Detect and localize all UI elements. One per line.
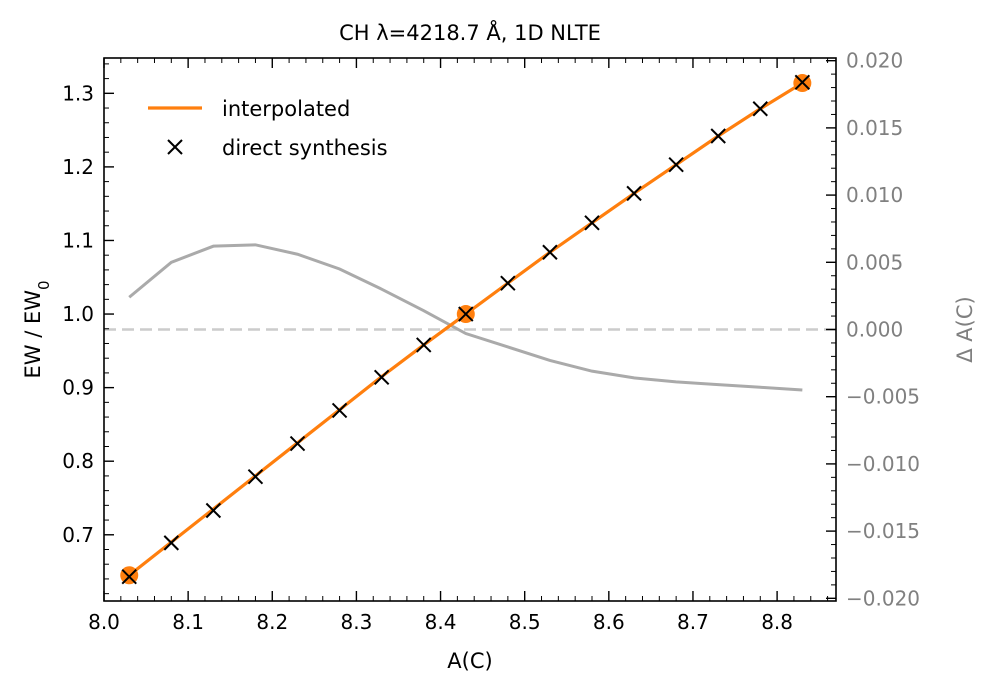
marker-stroke [331,402,348,419]
y2-tick-label: 0.000 [846,318,903,342]
direct-synthesis-marker [584,215,600,231]
marker-stroke [458,306,474,322]
y2-tick-label: 0.015 [846,116,903,140]
marker-stroke [710,128,726,144]
x-tick-label: 8.4 [425,610,457,634]
direct-synthesis-marker [121,569,137,585]
y2-axis-title: Δ A(C) [953,296,977,362]
marker-stroke [584,215,600,231]
legend-swatch-direct [167,139,183,155]
direct-synthesis-marker [205,502,222,519]
marker-stroke [121,569,137,585]
direct-synthesis-marker [458,306,474,322]
x-tick-label: 8.2 [256,610,288,634]
y2-tick-label: −0.005 [846,385,920,409]
y-tick-label: 0.9 [62,376,94,400]
marker-stroke [247,468,264,485]
y-tick-label: 0.7 [62,523,94,547]
direct-synthesis-marker [416,337,432,353]
marker-stroke [794,74,811,90]
x-axis-title: A(C) [447,649,492,673]
marker-stroke [626,185,642,202]
direct-synthesis-marker [710,128,726,144]
direct-synthesis-marker [247,468,264,485]
direct-synthesis-marker [668,156,684,173]
legend-label-interpolated: interpolated [222,97,350,121]
marker-stroke [500,275,516,291]
y-axis-title-text: EW / EW [21,290,45,379]
marker-stroke [163,535,180,551]
y-tick-label: 1.1 [62,228,94,252]
x-tick-label: 8.5 [509,610,541,634]
y2-tick-label: 0.020 [846,49,903,73]
y2-tick-label: 0.010 [846,183,903,207]
marker-stroke [167,139,183,155]
direct-synthesis-marker [331,402,348,419]
y2-tick-label: −0.010 [846,452,920,476]
x-tick-label: 8.7 [677,610,709,634]
x-tick-label: 8.3 [341,610,373,634]
y-tick-label: 1.3 [62,81,94,105]
direct-synthesis-marker [500,275,516,291]
y2-tick-label: 0.005 [846,250,903,274]
direct-synthesis-marker [289,435,306,452]
plot-area [104,74,836,585]
direct-synthesis-marker [542,244,558,260]
residual-line [128,243,803,392]
axes: 8.0 8.1 8.2 8.3 8.4 8.5 8.6 8.7 8.8 0.7 0.8 0.9 1.0 1… [21,49,977,673]
x-tick-label: 8.6 [593,610,625,634]
y-tick-label: 0.8 [62,449,94,473]
y2-tick-label: −0.015 [846,519,920,543]
marker-stroke [542,244,558,260]
x-tick-label: 8.8 [761,610,793,634]
y2-tick-label: −0.020 [846,586,920,610]
y-axis-title-subscript: 0 [35,280,53,290]
chart-title: CH λ=4218.7 Å, 1D NLTE [339,19,601,45]
marker-stroke [373,369,390,386]
direct-synthesis-marker [163,535,180,551]
interpolation-node-marker [120,566,139,585]
direct-synthesis-marker [794,74,811,90]
marker-stroke [205,502,222,519]
legend: interpolated direct synthesis [148,97,388,160]
marker-stroke [289,435,306,452]
direct-synthesis-marker [752,101,768,117]
marker-stroke [416,337,432,353]
direct-synthesis-marker [373,369,390,386]
x-tick-label: 8.1 [172,610,204,634]
y-tick-label: 1.2 [62,155,94,179]
direct-synthesis-marker [626,185,642,202]
marker-stroke [668,156,684,173]
y-tick-label: 1.0 [62,302,94,326]
legend-label-direct: direct synthesis [222,136,388,160]
y-axis-title: EW / EW0 [21,280,53,378]
marker-stroke [752,101,768,117]
x-tick-label: 8.0 [88,610,120,634]
